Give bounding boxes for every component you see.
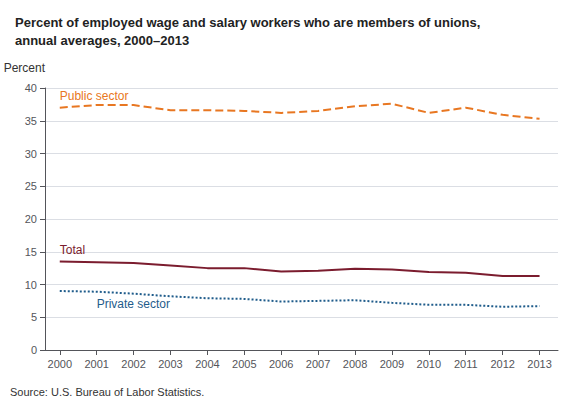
- svg-text:20: 20: [25, 213, 37, 225]
- svg-text:2007: 2007: [306, 358, 330, 370]
- svg-text:2005: 2005: [232, 358, 256, 370]
- svg-text:Total: Total: [60, 243, 85, 257]
- svg-text:2009: 2009: [380, 358, 404, 370]
- svg-text:2011: 2011: [454, 358, 478, 370]
- svg-text:2003: 2003: [158, 358, 182, 370]
- svg-text:25: 25: [25, 180, 37, 192]
- svg-text:Percent: Percent: [4, 61, 46, 75]
- svg-text:2001: 2001: [84, 358, 108, 370]
- svg-text:2004: 2004: [195, 358, 219, 370]
- svg-text:2000: 2000: [48, 358, 72, 370]
- svg-text:Public sector: Public sector: [60, 89, 129, 103]
- svg-text:Private sector: Private sector: [97, 297, 170, 311]
- svg-text:2006: 2006: [269, 358, 293, 370]
- svg-text:2012: 2012: [490, 358, 514, 370]
- svg-text:Percent of employed wage and s: Percent of employed wage and salary work…: [15, 15, 480, 30]
- svg-text:40: 40: [25, 82, 37, 94]
- svg-text:30: 30: [25, 148, 37, 160]
- svg-text:5: 5: [31, 311, 37, 323]
- svg-text:35: 35: [25, 115, 37, 127]
- svg-text:2013: 2013: [527, 358, 551, 370]
- svg-text:15: 15: [25, 246, 37, 258]
- svg-text:annual averages, 2000–2013: annual averages, 2000–2013: [15, 33, 189, 48]
- svg-text:2008: 2008: [343, 358, 367, 370]
- svg-text:2002: 2002: [121, 358, 145, 370]
- svg-text:10: 10: [25, 279, 37, 291]
- svg-text:0: 0: [31, 344, 37, 356]
- svg-text:Source: U.S. Bureau of Labor S: Source: U.S. Bureau of Labor Statistics.: [10, 386, 204, 398]
- svg-text:2010: 2010: [417, 358, 441, 370]
